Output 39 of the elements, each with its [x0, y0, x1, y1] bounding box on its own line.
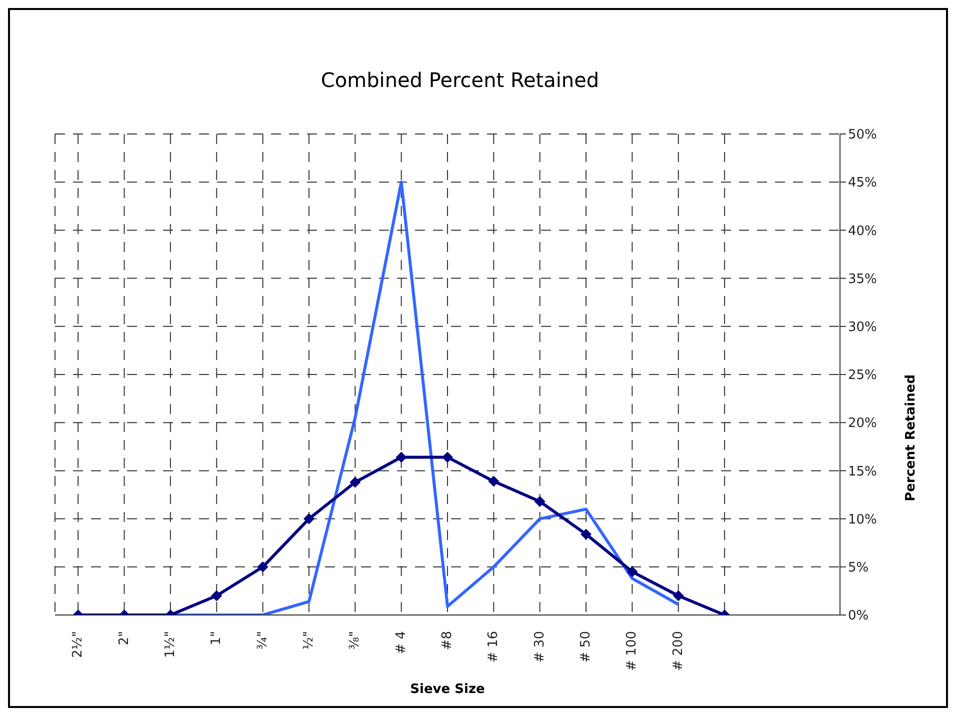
x-tick-label: ½"	[301, 631, 316, 650]
y-tick-label: 50%	[848, 128, 877, 143]
x-tick-label: # 100	[624, 631, 640, 671]
y-tick-label: 0%	[848, 608, 869, 624]
point	[396, 452, 407, 463]
x-tick-label: ¾"	[255, 631, 270, 650]
y-tick-label: 40%	[848, 224, 877, 239]
point	[303, 513, 314, 524]
y-tick-label: 35%	[848, 272, 877, 287]
x-tick-label: # 50	[578, 631, 594, 663]
y-tick-label: 5%	[848, 560, 869, 576]
point	[257, 561, 268, 572]
point	[488, 476, 500, 487]
chart-title: Combined Percent Retained	[320, 68, 600, 92]
y-tick-label: 20%	[848, 416, 877, 432]
point	[350, 476, 361, 488]
point	[534, 496, 546, 507]
x-tick-label: 2"	[116, 631, 132, 646]
y-tick-label: 30%	[848, 320, 877, 336]
x-tick-label: # 200	[670, 631, 686, 671]
x-tick-label: # 16	[486, 631, 502, 663]
point	[211, 590, 222, 602]
point	[580, 528, 592, 540]
x-tick-label: # 30	[532, 631, 548, 663]
x-tick-label: #8	[440, 631, 455, 650]
x-tick-label: # 4	[394, 631, 409, 654]
x-tick-label: 1½"	[162, 631, 178, 658]
y-axis-title: Percent Retained	[904, 374, 919, 502]
x-tick-label: 1"	[209, 631, 224, 646]
point	[626, 566, 638, 578]
y-tick-label: 25%	[848, 368, 877, 384]
point	[442, 452, 453, 463]
y-tick-label: 45%	[848, 176, 877, 191]
y-tick-label: 15%	[848, 464, 877, 480]
x-tick-label: ⅜"	[348, 631, 363, 650]
x-tick-label: 2½"	[70, 631, 86, 658]
x-axis-title: Sieve Size	[410, 682, 486, 697]
point	[672, 590, 684, 602]
y-tick-label: 10%	[848, 512, 877, 528]
